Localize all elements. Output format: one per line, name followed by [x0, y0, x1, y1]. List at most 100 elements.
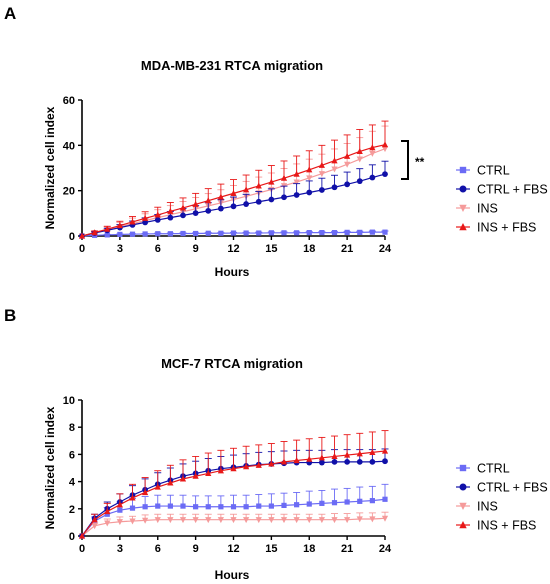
- panel-letter-b: B: [4, 306, 16, 325]
- data-point: [306, 166, 313, 173]
- data-point: [217, 205, 224, 212]
- data-point: [294, 502, 300, 508]
- legend-marker: [459, 223, 467, 231]
- legend-marker: [459, 502, 467, 510]
- data-point: [129, 494, 136, 501]
- x-tick-label: 24: [379, 543, 392, 555]
- data-point: [230, 189, 237, 196]
- data-point: [167, 503, 173, 509]
- data-point: [167, 479, 174, 486]
- y-tick-label: 6: [69, 449, 75, 461]
- data-point: [331, 166, 338, 173]
- data-point: [154, 211, 161, 218]
- data-point: [180, 503, 186, 509]
- data-point: [154, 217, 161, 223]
- x-tick-label: 3: [117, 243, 123, 255]
- x-tick-label: 12: [227, 543, 239, 555]
- data-point: [117, 231, 123, 238]
- data-point: [205, 230, 211, 236]
- data-point: [217, 193, 224, 200]
- y-tick-label: 10: [63, 395, 75, 407]
- data-point: [91, 229, 98, 236]
- data-point: [331, 157, 338, 164]
- legend-item: INS: [456, 202, 498, 216]
- data-point: [129, 231, 136, 237]
- data-point: [369, 516, 376, 523]
- series-ins-fbs: [78, 430, 389, 539]
- data-point: [78, 232, 86, 239]
- significance-label: **: [415, 155, 425, 169]
- data-point: [179, 517, 187, 524]
- data-point: [369, 458, 376, 465]
- legend-label: CTRL: [477, 462, 510, 476]
- data-point: [167, 207, 174, 214]
- legend-b: CTRL CTRL + FBS INS INS + FBS: [456, 462, 548, 533]
- data-point: [381, 447, 389, 454]
- data-point: [129, 218, 136, 225]
- data-point: [142, 231, 148, 237]
- data-point: [117, 507, 123, 513]
- data-point: [280, 458, 288, 465]
- data-point: [344, 517, 351, 524]
- data-point: [255, 461, 262, 468]
- x-tick-label: 9: [193, 543, 199, 555]
- data-point: [306, 189, 313, 196]
- data-point: [306, 501, 312, 507]
- y-tick-label: 0: [69, 531, 75, 543]
- data-point: [318, 187, 325, 193]
- data-point: [205, 504, 211, 510]
- data-point: [344, 181, 351, 188]
- chart-b-title: MCF-7 RTCA migration: [161, 356, 303, 371]
- x-tick-label: 15: [265, 543, 277, 555]
- legend-label: CTRL + FBS: [477, 481, 548, 495]
- y-tick-label: 0: [69, 231, 75, 243]
- data-point: [331, 500, 338, 506]
- y-tick-label: 40: [63, 140, 75, 152]
- data-point: [218, 504, 224, 510]
- data-point: [167, 517, 174, 524]
- legend-label: INS + FBS: [477, 221, 536, 235]
- data-point: [268, 196, 275, 203]
- y-tick-label: 2: [69, 504, 75, 516]
- data-point: [142, 504, 148, 510]
- legend-label: INS + FBS: [477, 519, 536, 533]
- data-point: [293, 457, 300, 464]
- legend-label: INS: [477, 500, 498, 514]
- data-point: [205, 517, 212, 524]
- data-point: [381, 515, 389, 522]
- x-tick-label: 3: [117, 543, 123, 555]
- data-point: [217, 467, 224, 474]
- data-point: [230, 504, 237, 510]
- data-point: [129, 505, 136, 511]
- data-point: [318, 459, 325, 466]
- data-point: [256, 503, 262, 509]
- data-point: [268, 503, 274, 509]
- legend-item: INS + FBS: [456, 221, 536, 235]
- data-point: [382, 496, 388, 502]
- data-point: [192, 200, 199, 207]
- chart-b-ylabel: Normalized cell index: [43, 406, 57, 529]
- legend-marker: [459, 464, 467, 472]
- data-point: [381, 141, 389, 148]
- data-point: [268, 460, 275, 467]
- data-point: [91, 523, 98, 530]
- legend-marker: [459, 521, 467, 529]
- x-tick-label: 24: [379, 243, 392, 255]
- data-point: [180, 230, 186, 237]
- series-ins-fbs: [78, 120, 389, 239]
- data-point: [154, 483, 161, 490]
- data-point: [280, 517, 288, 524]
- data-point: [205, 197, 212, 204]
- data-point: [306, 175, 313, 182]
- data-point: [293, 192, 300, 198]
- data-point: [116, 222, 123, 229]
- data-point: [381, 146, 389, 153]
- data-point: [318, 454, 325, 461]
- chart-a-ylabel: Normalized cell index: [43, 106, 57, 229]
- chart-a-xlabel: Hours: [215, 265, 250, 279]
- data-point: [344, 499, 350, 505]
- data-point: [280, 174, 288, 181]
- data-point: [382, 171, 388, 178]
- data-point: [356, 148, 363, 155]
